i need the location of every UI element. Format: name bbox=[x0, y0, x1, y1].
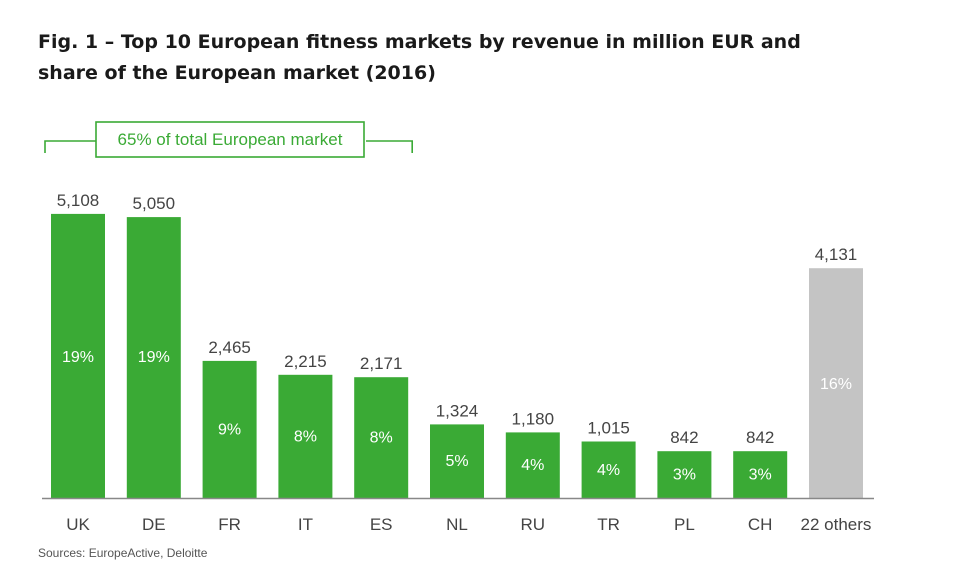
share-label-nl: 5% bbox=[445, 453, 468, 470]
value-label-22-others: 4,131 bbox=[815, 245, 858, 264]
value-label-es: 2,171 bbox=[360, 354, 403, 373]
value-labels-group: 5,108 5,050 2,465 2,215 2,171 1,324 1,180 1,015… bbox=[57, 191, 858, 447]
bar-uk bbox=[51, 213, 105, 498]
value-label-de: 5,050 bbox=[133, 194, 176, 213]
chart-title-line-2: share of the European market (2016) bbox=[38, 62, 436, 84]
category-label-fr: FR bbox=[218, 515, 241, 534]
category-label-ru: RU bbox=[521, 515, 546, 534]
share-label-ch: 3% bbox=[749, 467, 772, 484]
share-label-tr: 4% bbox=[597, 462, 620, 479]
bar-es bbox=[354, 377, 409, 498]
value-label-it: 2,215 bbox=[284, 352, 327, 371]
category-label-de: DE bbox=[142, 515, 166, 534]
market-share-bracket: 65% of total European market bbox=[44, 121, 413, 158]
value-label-fr: 2,465 bbox=[208, 338, 251, 357]
bar-nl bbox=[430, 424, 484, 498]
value-label-ru: 1,180 bbox=[512, 409, 555, 428]
share-label-uk: 19% bbox=[62, 349, 94, 366]
bracket-label-box bbox=[95, 121, 365, 158]
bar-22-others bbox=[809, 268, 863, 498]
bar-tr bbox=[581, 441, 636, 498]
category-label-ch: CH bbox=[748, 515, 773, 534]
value-label-nl: 1,324 bbox=[436, 401, 479, 420]
bar-ch bbox=[733, 451, 788, 498]
share-label-22-others: 16% bbox=[820, 376, 852, 393]
share-label-it: 8% bbox=[294, 428, 317, 445]
source-note: Sources: EuropeActive, Deloitte bbox=[38, 546, 208, 560]
share-labels-group: 19% 19% 9% 8% 8% 5% 4% 4% 3% 3% 16% bbox=[62, 349, 852, 484]
bar-pl bbox=[657, 451, 712, 498]
bar-fr bbox=[202, 360, 257, 498]
bracket-left-arm bbox=[44, 140, 98, 153]
share-label-pl: 3% bbox=[673, 467, 696, 484]
value-label-pl: 842 bbox=[670, 428, 698, 447]
chart-title-line-1: Fig. 1 – Top 10 European fitness markets… bbox=[38, 31, 801, 53]
share-label-es: 8% bbox=[370, 430, 393, 447]
bar-it bbox=[278, 374, 333, 498]
bracket-right-arm bbox=[366, 140, 413, 153]
category-label-nl: NL bbox=[446, 515, 468, 534]
category-label-pl: PL bbox=[674, 515, 695, 534]
category-labels-group: UK DE FR IT ES NL RU TR PL CH 22 others bbox=[66, 515, 871, 534]
value-label-uk: 5,108 bbox=[57, 191, 100, 210]
category-label-es: ES bbox=[370, 515, 393, 534]
bars-group bbox=[51, 213, 863, 498]
share-label-de: 19% bbox=[138, 349, 170, 366]
bracket-label: 65% of total European market bbox=[118, 130, 343, 149]
category-label-tr: TR bbox=[597, 515, 620, 534]
share-label-ru: 4% bbox=[521, 457, 544, 474]
category-label-it: IT bbox=[298, 515, 313, 534]
bar-ru bbox=[505, 432, 560, 498]
value-label-ch: 842 bbox=[746, 428, 774, 447]
category-label-22-others: 22 others bbox=[801, 515, 872, 534]
category-label-uk: UK bbox=[66, 515, 90, 534]
value-label-tr: 1,015 bbox=[587, 419, 630, 438]
share-label-fr: 9% bbox=[218, 421, 241, 438]
bar-de bbox=[126, 217, 181, 498]
